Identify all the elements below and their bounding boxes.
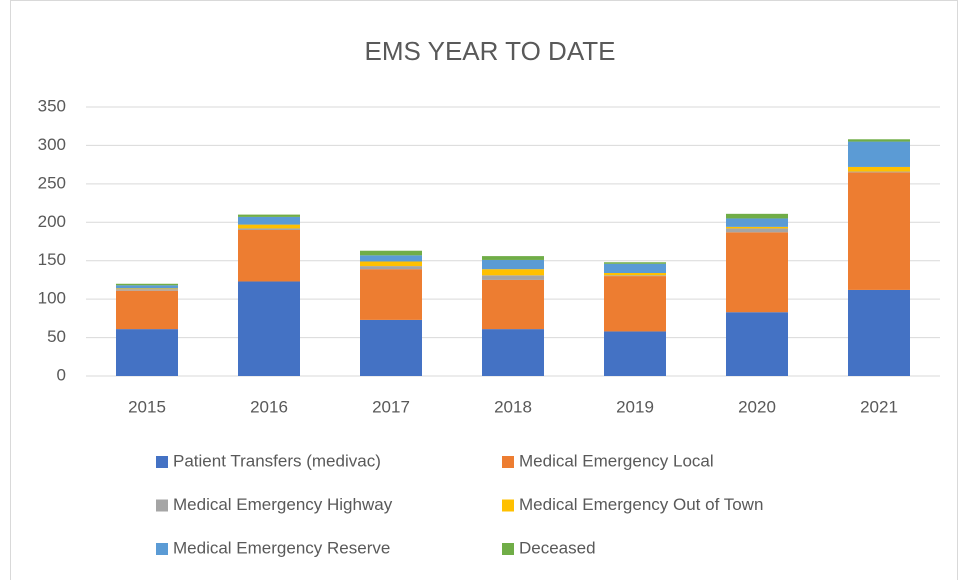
- bar-segment: [482, 275, 544, 280]
- legend-label: Medical Emergency Highway: [173, 495, 393, 514]
- bar-segment: [848, 141, 910, 167]
- legend-label: Medical Emergency Reserve: [173, 538, 390, 557]
- bar-segment: [848, 171, 910, 173]
- legend-label: Deceased: [519, 538, 596, 557]
- bar-segment: [360, 319, 422, 376]
- x-tick-label: 2021: [860, 397, 898, 416]
- y-tick-label: 200: [38, 212, 66, 231]
- bar-segment: [848, 139, 910, 142]
- bar-segment: [238, 224, 300, 229]
- legend-label: Medical Emergency Out of Town: [519, 495, 763, 514]
- bar-segment: [726, 218, 788, 227]
- bar-segment: [360, 255, 422, 262]
- y-tick-label: 150: [38, 250, 66, 269]
- bar-segment: [726, 312, 788, 376]
- bar-segment: [604, 276, 666, 332]
- bar-segment: [726, 213, 788, 219]
- bar-segment: [116, 329, 178, 376]
- chart-title: EMS YEAR TO DATE: [365, 36, 616, 66]
- bar-segment: [116, 285, 178, 289]
- bar-segment: [604, 263, 666, 274]
- bar-segment: [848, 172, 910, 290]
- y-tick-label: 250: [38, 173, 66, 192]
- bar-segment: [482, 279, 544, 330]
- bar-segment: [238, 214, 300, 217]
- bar-segment: [726, 232, 788, 313]
- x-tick-label: 2018: [494, 397, 532, 416]
- y-tick-label: 0: [57, 365, 66, 384]
- bar-segment: [482, 256, 544, 260]
- bar-segment: [604, 262, 666, 264]
- y-tick-label: 350: [38, 96, 66, 115]
- bar-segment: [482, 269, 544, 276]
- legend-marker: [156, 499, 168, 512]
- bar-segment: [726, 228, 788, 233]
- legend-marker: [502, 543, 514, 555]
- legend-label: Medical Emergency Local: [519, 451, 714, 470]
- bar-segment: [848, 166, 910, 172]
- y-tick-label: 50: [47, 327, 66, 346]
- bar-segment: [116, 283, 178, 286]
- bar-segment: [360, 266, 422, 270]
- bar-segment: [360, 269, 422, 320]
- bar-segment: [604, 273, 666, 276]
- bar-segment: [116, 288, 178, 290]
- x-tick-label: 2015: [128, 397, 166, 416]
- bar-segment: [604, 275, 666, 277]
- bar-segment: [238, 229, 300, 282]
- x-tick-label: 2019: [616, 397, 654, 416]
- legend-marker: [502, 456, 514, 468]
- y-tick-label: 100: [38, 289, 66, 308]
- y-tick-label: 300: [38, 135, 66, 154]
- bar-segment: [238, 216, 300, 225]
- bar-segment: [848, 289, 910, 376]
- bar-segment: [482, 329, 544, 376]
- bar-segment: [116, 290, 178, 330]
- bar-segment: [116, 289, 178, 291]
- bar-segment: [604, 331, 666, 376]
- bar-segment: [238, 281, 300, 376]
- bar-segment: [726, 226, 788, 229]
- bar-segment: [360, 250, 422, 256]
- bar-segment: [238, 228, 300, 230]
- bar-segment: [360, 261, 422, 267]
- bar-segment: [482, 259, 544, 270]
- x-tick-label: 2020: [738, 397, 776, 416]
- x-tick-label: 2017: [372, 397, 410, 416]
- legend-label: Patient Transfers (medivac): [173, 451, 381, 470]
- legend-marker: [156, 543, 168, 555]
- legend-marker: [502, 499, 514, 512]
- legend-marker: [156, 456, 168, 468]
- x-tick-label: 2016: [250, 397, 288, 416]
